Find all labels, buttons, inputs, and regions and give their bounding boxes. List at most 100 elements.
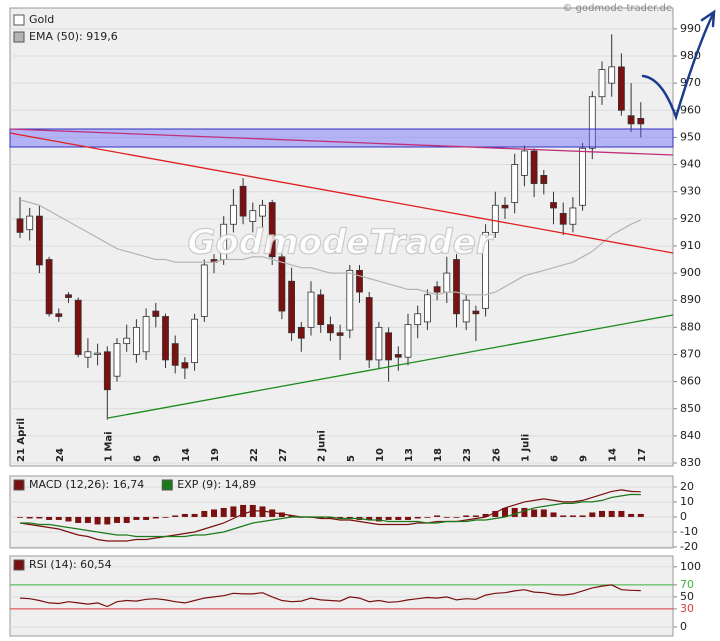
histogram-bar xyxy=(94,516,101,525)
histogram-bar xyxy=(143,516,150,520)
histogram-bar xyxy=(395,516,402,520)
candle-body xyxy=(45,259,53,315)
candle-body xyxy=(618,66,625,111)
histogram-bar xyxy=(211,509,217,517)
trend-line xyxy=(9,132,674,254)
histogram-bar xyxy=(337,516,344,519)
x-tick-label: 22 xyxy=(249,448,260,462)
x-tick-label: 2 Juni xyxy=(317,430,328,462)
candle-body xyxy=(26,215,34,231)
histogram-bar xyxy=(628,513,635,517)
histogram-bar xyxy=(637,513,644,517)
histogram-bar xyxy=(317,516,324,519)
candle-body xyxy=(559,212,567,225)
candle-body xyxy=(472,310,480,315)
x-tick-label: 13 xyxy=(404,448,415,462)
plot-layer: 8308408508608708808909009109209309409509… xyxy=(10,13,701,633)
candle-body xyxy=(521,150,528,176)
candle-body xyxy=(579,147,586,206)
histogram-bar xyxy=(608,510,615,517)
histogram-bar xyxy=(434,515,441,517)
candle-body xyxy=(414,313,422,326)
y-tick-label: 0 xyxy=(680,620,687,633)
candle-body xyxy=(55,313,63,317)
candle-body xyxy=(540,175,548,184)
ema-line xyxy=(19,199,642,296)
main-panel xyxy=(9,7,674,467)
histogram-bar xyxy=(230,506,237,517)
x-tick-label: 5 xyxy=(346,455,357,462)
candle-body xyxy=(346,269,354,331)
x-tick-label: 23 xyxy=(462,448,473,462)
candle-body xyxy=(491,204,499,233)
x-tick-label: 9 xyxy=(152,455,163,462)
candle-body xyxy=(268,202,276,258)
histogram-bar xyxy=(492,510,499,517)
candle-body xyxy=(433,286,441,293)
y-tick-label: 920 xyxy=(680,212,701,225)
candle-body xyxy=(142,316,150,353)
histogram-bar xyxy=(366,516,373,520)
y-tick-label: 910 xyxy=(680,239,701,252)
x-tick-label: 9 xyxy=(579,455,590,462)
histogram-bar xyxy=(36,516,43,519)
histogram-bar xyxy=(17,516,23,518)
candle-body xyxy=(16,218,24,233)
histogram-bar xyxy=(482,513,489,517)
trend-line xyxy=(107,314,674,419)
legend-label: MACD (12,26): 16,74 xyxy=(29,478,144,491)
candle-body xyxy=(443,272,451,293)
copyright: © godmode-trader.de xyxy=(563,3,673,14)
candle-body xyxy=(394,354,402,358)
y-tick-label: 830 xyxy=(680,456,701,469)
candle-body xyxy=(171,343,179,366)
candle-body xyxy=(132,326,140,355)
histogram-bar xyxy=(463,515,470,517)
histogram-bar xyxy=(114,516,120,523)
candle-body xyxy=(365,297,373,361)
y-tick-label: -20 xyxy=(680,540,698,553)
resistance-band xyxy=(9,128,674,148)
y-tick-label: 10 xyxy=(680,495,694,508)
x-tick-label: 17 xyxy=(637,448,648,462)
candle-body xyxy=(288,280,296,334)
candle-body xyxy=(113,343,121,377)
indicator-line xyxy=(19,489,641,542)
histogram-bar xyxy=(327,516,334,519)
histogram-bar xyxy=(133,516,140,520)
y-tick-label: 70 xyxy=(680,578,694,591)
candle-body xyxy=(588,96,596,149)
histogram-bar xyxy=(521,507,528,517)
candle-body xyxy=(462,299,470,323)
histogram-bar xyxy=(443,516,450,518)
y-tick-label: 990 xyxy=(680,22,701,35)
histogram-bar xyxy=(589,512,596,517)
candle-body xyxy=(627,115,635,125)
watermark: GodmodeTrader xyxy=(187,223,494,263)
histogram-bar xyxy=(201,510,208,517)
y-tick-label: 940 xyxy=(680,158,701,171)
candle-body xyxy=(482,231,490,309)
y-tick-label: 870 xyxy=(680,347,701,360)
x-tick-label: 19 xyxy=(210,448,221,462)
candle-body xyxy=(453,259,460,315)
histogram-bar xyxy=(579,515,586,517)
histogram-bar xyxy=(278,512,285,517)
y-tick-label: 900 xyxy=(680,266,701,279)
trend-line xyxy=(9,128,674,156)
legend-label: Gold xyxy=(29,13,54,26)
y-tick-label: -10 xyxy=(680,525,698,538)
histogram-bar xyxy=(162,516,169,518)
histogram-bar xyxy=(75,516,82,523)
histogram-bar xyxy=(472,515,479,517)
x-tick-label: 26 xyxy=(491,448,502,462)
histogram-bar xyxy=(288,515,295,517)
histogram-bar xyxy=(531,509,538,517)
x-tick-label: 6 xyxy=(550,455,561,462)
candle-body xyxy=(501,204,509,209)
histogram-bar xyxy=(424,516,431,518)
histogram-bar xyxy=(26,516,33,519)
y-tick-label: 850 xyxy=(680,402,701,415)
histogram-bar xyxy=(152,516,159,519)
candle-body xyxy=(152,310,160,317)
